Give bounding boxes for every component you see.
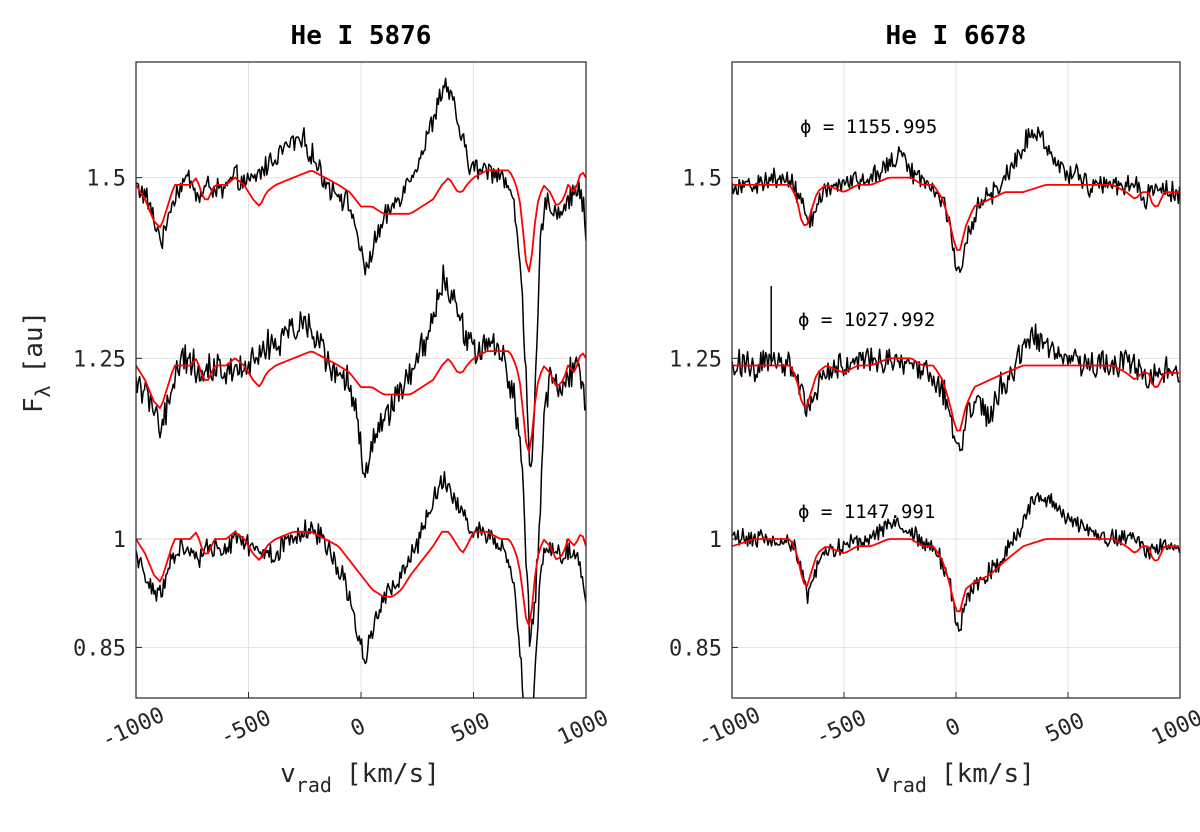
- x-tick-label: -1000: [98, 703, 169, 754]
- y-tick-label: 0.85: [73, 636, 126, 661]
- observed-spectrum-line: [732, 492, 1180, 632]
- x-tick-label: 1000: [554, 706, 613, 751]
- x-tick-label: 500: [1042, 708, 1089, 747]
- observed-spectrum-line: [732, 323, 1180, 452]
- y-tick-label: 0.85: [669, 636, 722, 661]
- panel-he-5876: He I 5876 -1000 -500 0 500 1000 0.85 1 1.25 1.5: [73, 21, 613, 754]
- y-tick-label: 1.5: [682, 167, 722, 192]
- x-axis-label-unit: [km/s]: [941, 759, 1035, 789]
- x-tick-label: -1000: [694, 703, 765, 754]
- x-tick-label: -500: [812, 706, 871, 751]
- phase-annotation: ϕ = 1155.995: [800, 116, 937, 138]
- y-tick-label: 1.25: [73, 347, 126, 372]
- x-axis-label-main: v: [875, 759, 891, 789]
- y-tick-label: 1: [709, 528, 722, 553]
- phase-annotation: ϕ = 1027.992: [798, 309, 935, 331]
- model-spectrum-line: [732, 538, 1179, 613]
- panel-title: He I 6678: [886, 21, 1027, 51]
- observed-spectrum-line: [136, 77, 586, 468]
- x-axis-label-unit: [km/s]: [346, 759, 440, 789]
- x-tick-label: 0: [347, 714, 370, 742]
- panel-title: He I 5876: [291, 21, 432, 51]
- x-axis-label-left: vrad [km/s]: [280, 759, 440, 797]
- model-spectrum-line: [732, 176, 1179, 251]
- y-tick-label: 1.25: [669, 347, 722, 372]
- y-axis-label-sub: λ: [31, 385, 55, 397]
- svg-text:Fλ[au]: Fλ [au]: [19, 311, 55, 413]
- x-tick-label: 0: [942, 714, 965, 742]
- model-spectrum-line: [136, 350, 586, 454]
- y-axis-label-main: F: [19, 398, 49, 414]
- x-axis-label-right: vrad [km/s]: [875, 759, 1035, 797]
- phase-annotation: ϕ = 1147.991: [798, 501, 935, 523]
- y-axis-label-unit: [au]: [19, 311, 49, 374]
- y-axis-label: Fλ [au]: [19, 311, 55, 413]
- x-axis-label-sub: rad: [891, 773, 927, 797]
- model-spectrum-line: [732, 357, 1179, 432]
- panel-he-6678: He I 6678 -1000 -500 0 500 10000.8511.251.5 …: [669, 21, 1200, 753]
- x-axis-label-main: v: [280, 759, 296, 789]
- x-tick-label: -500: [216, 706, 275, 751]
- model-spectrum-line: [136, 530, 586, 627]
- y-tick-label: 1: [113, 528, 126, 553]
- model-spectrum-line: [136, 169, 586, 273]
- x-tick-label: 1000: [1148, 706, 1200, 751]
- x-tick-label: 500: [447, 708, 494, 747]
- y-tick-label: 1.5: [86, 167, 126, 192]
- x-axis-label-sub: rad: [296, 773, 332, 797]
